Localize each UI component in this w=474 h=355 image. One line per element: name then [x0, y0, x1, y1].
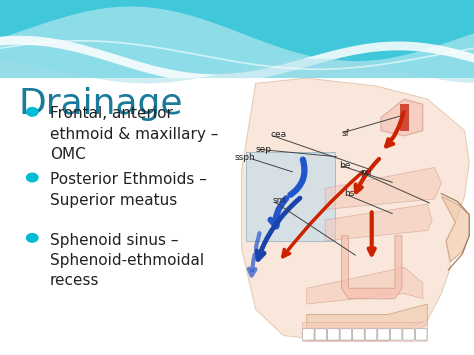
Text: sm: sm [273, 196, 286, 205]
Polygon shape [325, 168, 441, 209]
Text: cea: cea [270, 130, 286, 140]
Polygon shape [381, 99, 423, 136]
Polygon shape [307, 267, 423, 304]
Text: ssph: ssph [235, 153, 255, 163]
Circle shape [27, 234, 38, 242]
Circle shape [27, 108, 38, 116]
Polygon shape [0, 59, 474, 83]
FancyBboxPatch shape [340, 329, 352, 340]
FancyArrowPatch shape [369, 212, 375, 255]
Polygon shape [441, 196, 469, 262]
Polygon shape [246, 152, 335, 241]
FancyBboxPatch shape [365, 329, 377, 340]
Text: pu: pu [360, 168, 372, 177]
Text: Drainage: Drainage [19, 87, 183, 121]
Polygon shape [0, 36, 474, 83]
FancyBboxPatch shape [390, 329, 402, 340]
FancyArrowPatch shape [283, 172, 363, 257]
FancyBboxPatch shape [403, 329, 414, 340]
FancyBboxPatch shape [415, 329, 427, 340]
FancyArrowPatch shape [386, 112, 403, 146]
FancyBboxPatch shape [378, 329, 389, 340]
Text: Frontal, anterior
ethmoid & maxillary –
OMC: Frontal, anterior ethmoid & maxillary – … [50, 106, 218, 162]
FancyArrowPatch shape [249, 233, 259, 275]
Circle shape [27, 173, 38, 182]
FancyArrowPatch shape [291, 159, 304, 195]
Polygon shape [0, 0, 474, 78]
FancyBboxPatch shape [328, 329, 339, 340]
Polygon shape [341, 236, 402, 299]
Text: be: be [339, 160, 350, 170]
Polygon shape [242, 78, 469, 341]
FancyArrowPatch shape [271, 198, 286, 226]
FancyArrowPatch shape [356, 159, 379, 192]
Polygon shape [325, 204, 432, 241]
Text: Sphenoid sinus –
Sphenoid-ethmoidal
recess: Sphenoid sinus – Sphenoid-ethmoidal rece… [50, 233, 204, 288]
Polygon shape [400, 104, 409, 131]
Text: Posterior Ethmoids –
Superior meatus: Posterior Ethmoids – Superior meatus [50, 172, 207, 208]
Text: hs: hs [344, 189, 354, 198]
Text: sep: sep [256, 144, 272, 154]
FancyBboxPatch shape [302, 329, 314, 340]
Polygon shape [307, 304, 428, 341]
FancyBboxPatch shape [353, 329, 364, 340]
Polygon shape [302, 322, 428, 341]
Text: sf: sf [341, 129, 349, 138]
Polygon shape [0, 0, 474, 61]
FancyArrowPatch shape [256, 198, 300, 260]
FancyBboxPatch shape [315, 329, 327, 340]
